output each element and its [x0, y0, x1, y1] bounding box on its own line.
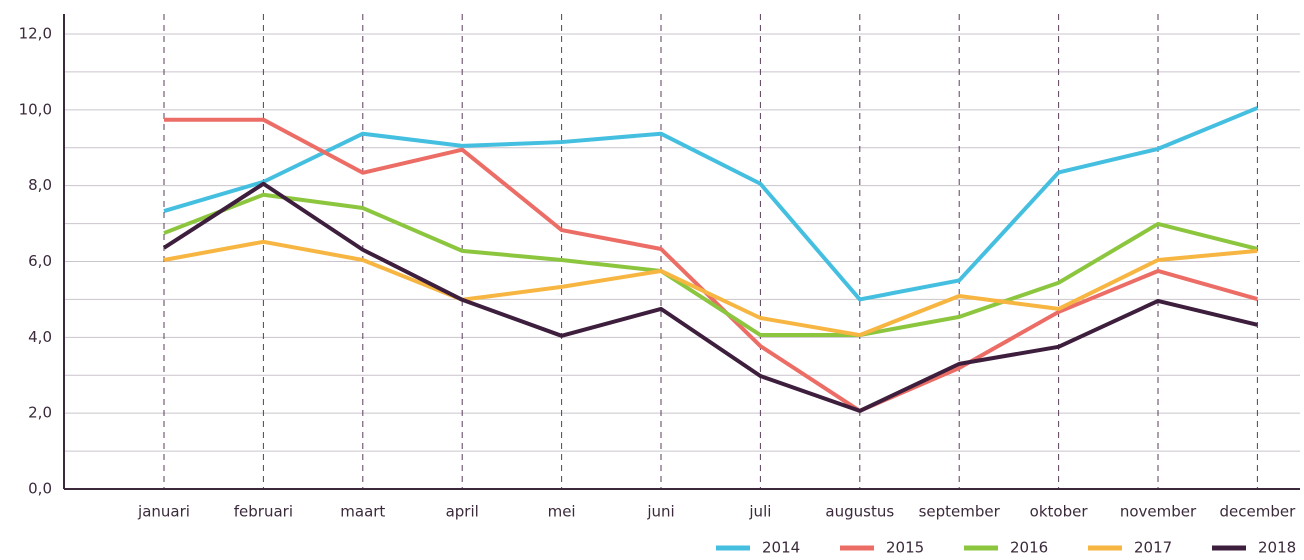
- x-tick-label: november: [1120, 503, 1197, 521]
- legend-label: 2018: [1258, 539, 1296, 557]
- series-line: [163, 106, 1259, 302]
- x-tick-label: juli: [748, 503, 771, 521]
- series-line: [164, 117, 1258, 413]
- lines: [162, 106, 1259, 413]
- grid: [64, 14, 1300, 490]
- y-tick-label: 6,0: [28, 252, 52, 270]
- legend-label: 2017: [1134, 539, 1172, 557]
- x-tick-label: december: [1220, 503, 1297, 521]
- x-tick-label: januari: [137, 503, 190, 521]
- y-tick-label: 2,0: [28, 404, 52, 422]
- x-tick-label: mei: [548, 503, 576, 521]
- legend-label: 2015: [886, 539, 924, 557]
- y-tick-label: 8,0: [28, 176, 52, 194]
- y-tick-label: 0,0: [28, 480, 52, 498]
- series-line: [163, 192, 1258, 338]
- series-line: [162, 181, 1258, 413]
- y-tick-label: 12,0: [19, 25, 52, 43]
- series-line: [163, 239, 1258, 338]
- labels: 0,0 2,0 4,0 6,0 8,0 10,0 12,0 januari februari ma…: [19, 25, 1297, 557]
- x-tick-label: juni: [646, 503, 674, 521]
- legend-label: 2016: [1010, 539, 1048, 557]
- y-tick-label: 10,0: [19, 100, 52, 118]
- x-tick-label: augustus: [825, 503, 894, 521]
- y-tick-label: 4,0: [28, 328, 52, 346]
- x-tick-label: oktober: [1030, 503, 1089, 521]
- x-tick-label: september: [919, 503, 1001, 521]
- x-tick-label: april: [446, 503, 479, 521]
- x-tick-label: februari: [234, 503, 293, 521]
- legend-label: 2014: [762, 539, 800, 557]
- x-tick-label: maart: [340, 503, 385, 521]
